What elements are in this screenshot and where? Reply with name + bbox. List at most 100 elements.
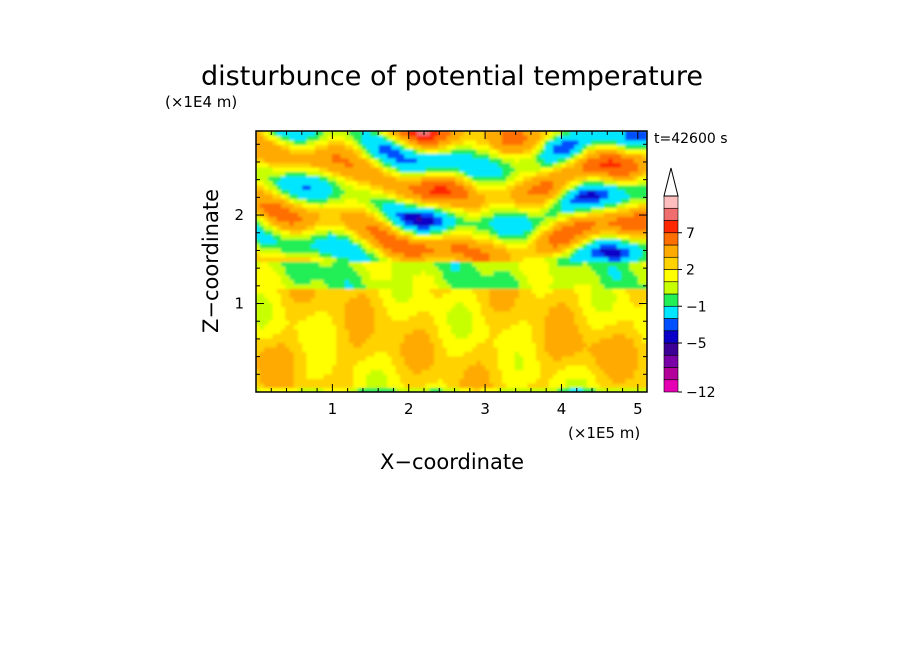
field-cell [523,292,529,298]
field-cell [272,378,278,384]
field-cell [451,193,457,199]
field-cell [506,234,512,240]
field-cell [472,220,478,226]
field-cell [604,301,610,307]
field-cell [489,279,495,285]
field-cell [527,382,533,388]
field-cell [442,342,448,348]
field-cell [357,315,363,321]
field-cell [493,364,499,370]
field-cell [383,252,389,258]
field-cell [604,184,610,190]
field-cell [642,292,647,298]
field-cell [480,175,486,181]
field-cell [642,148,647,154]
field-cell [570,292,576,298]
field-cell [349,333,355,339]
field-cell [633,238,639,244]
field-cell [638,153,644,159]
field-cell [336,324,342,330]
field-cell [578,180,584,186]
field-cell [289,288,295,294]
field-cell [531,229,537,235]
field-cell [595,319,601,325]
field-cell [625,220,631,226]
field-cell [421,148,427,154]
field-cell [264,364,270,370]
field-cell [591,184,597,190]
field-cell [489,351,495,357]
field-cell [442,153,448,159]
field-cell [561,265,567,271]
field-cell [429,333,435,339]
field-cell [404,288,410,294]
field-cell [421,265,427,271]
field-cell [493,243,499,249]
field-cell [451,265,457,271]
field-cell [570,270,576,276]
field-cell [604,346,610,352]
field-cell [514,180,520,186]
field-cell [434,220,440,226]
field-cell [264,355,270,361]
field-cell [642,207,647,213]
field-cell [336,261,342,267]
field-cell [404,238,410,244]
field-cell [629,270,635,276]
field-cell [319,220,325,226]
field-cell [276,351,282,357]
field-cell [621,171,627,177]
field-cell [459,387,465,392]
field-cell [621,238,627,244]
field-cell [357,247,363,253]
field-cell [272,270,278,276]
field-cell [599,247,605,253]
field-cell [531,175,537,181]
field-cell [340,220,346,226]
field-cell [302,234,308,240]
field-cell [625,256,631,262]
field-cell [523,220,529,226]
field-cell [349,373,355,379]
field-cell [506,211,512,217]
field-cell [391,337,397,343]
field-cell [340,337,346,343]
field-cell [536,153,542,159]
field-cell [387,382,393,388]
field-cell [468,162,474,168]
field-cell [442,387,448,392]
field-cell [276,238,282,244]
field-cell [523,337,529,343]
field-cell [306,220,312,226]
field-cell [412,247,418,253]
field-cell [476,306,482,312]
field-cell [536,279,542,285]
field-cell [302,238,308,244]
field-cell [374,306,380,312]
field-cell [497,198,503,204]
field-cell [459,378,465,384]
field-cell [502,202,508,208]
field-cell [616,265,622,271]
field-cell [442,252,448,258]
field-cell [374,189,380,195]
field-cell [412,238,418,244]
field-cell [608,180,614,186]
field-cell [548,319,554,325]
field-cell [540,369,546,375]
field-cell [523,288,529,294]
field-cell [272,162,278,168]
field-cell [557,310,563,316]
field-cell [451,261,457,267]
field-cell [642,328,647,334]
field-cell [485,180,491,186]
field-cell [387,247,393,253]
field-cell [327,202,333,208]
field-cell [408,265,414,271]
field-cell [642,216,647,222]
field-cell [323,247,329,253]
field-cell [506,373,512,379]
field-cell [293,387,299,392]
field-cell [327,243,333,249]
